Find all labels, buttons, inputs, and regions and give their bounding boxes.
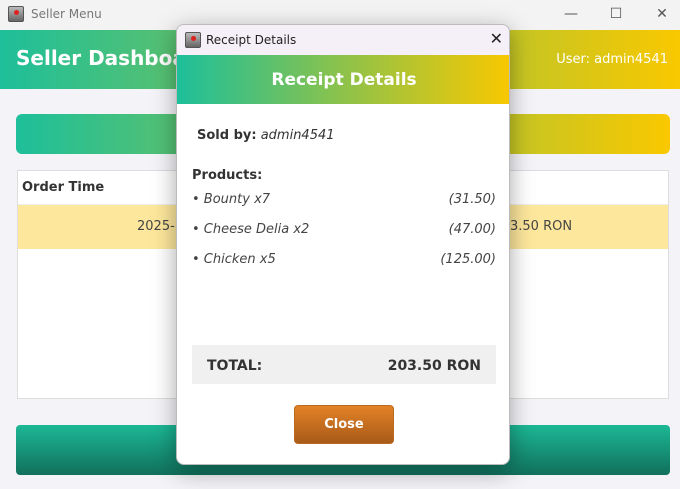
product-name: • Chicken x5 <box>192 252 276 267</box>
sold-by-label: Sold by: <box>197 128 257 143</box>
total-box: TOTAL: 203.50 RON <box>192 345 496 384</box>
product-item: • Cheese Delia x2 (47.00) <box>192 222 496 237</box>
product-price: (47.00) <box>448 222 496 237</box>
minimize-button[interactable]: — <box>564 6 578 22</box>
close-button[interactable]: Close <box>294 405 394 444</box>
product-price: (31.50) <box>448 192 496 207</box>
cell-order-time: 2025- <box>137 219 175 234</box>
column-header-order-time[interactable]: Order Time <box>22 180 105 195</box>
dialog-window-title: Receipt Details <box>206 33 297 47</box>
sold-by: Sold by: admin4541 <box>197 128 335 143</box>
java-app-icon <box>185 32 201 48</box>
window-close-button[interactable]: ✕ <box>656 6 668 22</box>
product-price: (125.00) <box>440 252 496 267</box>
product-item: • Bounty x7 (31.50) <box>192 192 496 207</box>
products-label: Products: <box>192 168 263 183</box>
dialog-titlebar: Receipt Details ✕ <box>177 25 509 55</box>
main-window-title: Seller Menu <box>31 7 102 21</box>
dialog-heading: Receipt Details <box>271 70 417 90</box>
dialog-close-icon[interactable]: ✕ <box>489 29 503 48</box>
sold-by-value: admin4541 <box>260 128 335 143</box>
total-label: TOTAL: <box>207 358 263 374</box>
total-value: 203.50 RON <box>387 358 481 374</box>
receipt-dialog: Receipt Details ✕ Receipt Details Sold b… <box>176 24 510 465</box>
product-name: • Cheese Delia x2 <box>192 222 310 237</box>
product-item: • Chicken x5 (125.00) <box>192 252 496 267</box>
product-name: • Bounty x7 <box>192 192 271 207</box>
user-label: User: admin4541 <box>556 52 668 67</box>
dialog-header: Receipt Details <box>177 55 509 104</box>
java-app-icon <box>8 6 24 22</box>
maximize-button[interactable]: ☐ <box>609 6 623 22</box>
cell-total: 3.50 RON <box>510 219 573 234</box>
